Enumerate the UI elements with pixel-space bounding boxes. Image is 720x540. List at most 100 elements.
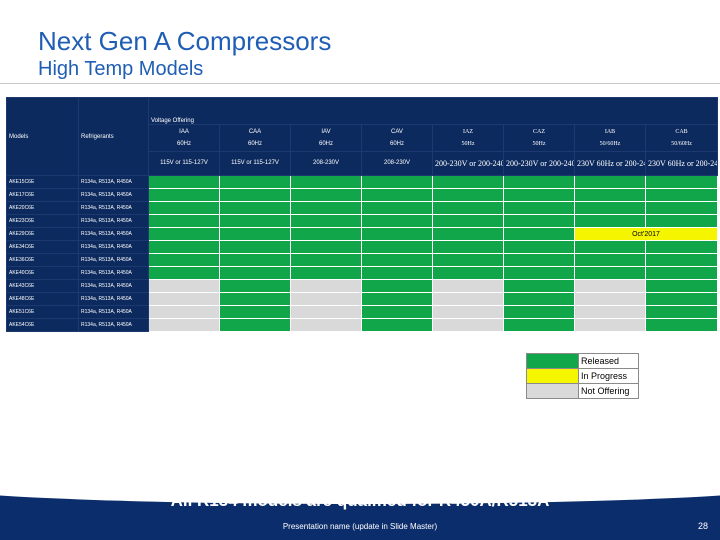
column-header-2: IAV 60Hz: [290, 124, 362, 152]
legend-label: In Progress: [578, 368, 639, 384]
status-cell-released: [644, 201, 719, 215]
column-frequency: 60Hz: [176, 141, 191, 147]
legend-item: Released: [526, 353, 639, 369]
status-cell-released: [290, 227, 362, 241]
legend-label: Not Offering: [578, 383, 639, 399]
status-cell-not-offering: [148, 279, 220, 293]
column-code: IAB: [604, 129, 616, 135]
legend-swatch: [526, 368, 579, 384]
column-frequency: 50Hz: [532, 141, 546, 147]
status-cell-released: [290, 188, 362, 202]
model-cell: AKE43C6E: [6, 279, 79, 293]
status-cell-released: [361, 201, 433, 215]
model-cell: AKE15C6E: [6, 175, 79, 189]
status-cell-not-offering: [290, 292, 362, 306]
column-voltage-7: 230V 60Hz or 200-240V 50Hz: [644, 151, 719, 176]
refrigerants-cell: R134a, R513A, R450A: [78, 266, 149, 280]
refrigerants-cell: R134a, R513A, R450A: [78, 227, 149, 241]
column-code: CAA: [248, 129, 262, 135]
status-cell-released: [290, 201, 362, 215]
status-cell-released: [361, 240, 433, 254]
refrigerants-cell: R134a, R513A, R450A: [78, 188, 149, 202]
status-cell-released: [503, 175, 575, 189]
status-cell-not-offering: [574, 279, 646, 293]
status-cell-not-offering: [148, 292, 220, 306]
refrigerants-cell: R134a, R513A, R450A: [78, 175, 149, 189]
status-cell-released: [432, 214, 504, 228]
status-cell-released: [432, 175, 504, 189]
model-cell: AKE54C6E: [6, 318, 79, 332]
status-cell-released: [574, 266, 646, 280]
status-cell-released: [361, 188, 433, 202]
status-cell-released: [574, 240, 646, 254]
status-cell-released: [503, 305, 575, 319]
footer-presentation-name: Presentation name (update in Slide Maste…: [282, 522, 438, 531]
status-cell-released: [361, 175, 433, 189]
table-row: AKE20C6E R134a, R513A, R450A: [6, 201, 719, 215]
status-cell-released: [574, 201, 646, 215]
column-frequency: 50/60Hz: [599, 141, 621, 147]
page-number: 28: [697, 521, 708, 531]
column-code: CAV: [391, 129, 403, 135]
status-cell-released: [361, 305, 433, 319]
status-cell-released: [503, 279, 575, 293]
status-cell-released: [644, 214, 719, 228]
column-frequency: 60Hz: [389, 141, 404, 147]
status-cell-released: [503, 318, 575, 332]
status-cell-released: [219, 292, 291, 306]
status-cell-released: [219, 214, 291, 228]
status-cell-released: [219, 279, 291, 293]
status-cell-released: [219, 188, 291, 202]
legend-item: In Progress: [526, 368, 639, 384]
status-cell-released: [148, 201, 220, 215]
refrigerants-cell: R134a, R513A, R450A: [78, 201, 149, 215]
model-cell: AKE40C6E: [6, 266, 79, 280]
status-cell-released: [148, 227, 220, 241]
column-header-7: CAB 50/60Hz: [644, 124, 719, 152]
status-cell-released: [219, 240, 291, 254]
column-voltage-6: 230V 60Hz or 200-240V 50Hz: [574, 151, 646, 176]
status-cell-released: [219, 201, 291, 215]
column-frequency: 50Hz: [461, 141, 475, 147]
refrigerants-cell: R134a, R513A, R450A: [78, 279, 149, 293]
status-cell-released: [361, 266, 433, 280]
table-row: AKE34C6E R134a, R513A, R450A: [6, 240, 719, 254]
footer-qualification-note: All R134 models are qualified for R450A/…: [170, 491, 550, 510]
status-cell-released: [503, 227, 575, 241]
table-row: AKE36C6E R134a, R513A, R450A: [6, 253, 719, 267]
legend-swatch: [526, 353, 579, 369]
status-cell-released: [644, 253, 719, 267]
model-cell: AKE17C6E: [6, 188, 79, 202]
model-cell: AKE36C6E: [6, 253, 79, 267]
status-cell-not-offering: [432, 292, 504, 306]
status-cell-released: [574, 253, 646, 267]
status-cell-released: [361, 227, 433, 241]
status-cell-released: [432, 227, 504, 241]
models-header: Models: [6, 97, 79, 176]
column-voltage-3: 208-230V: [361, 151, 433, 176]
status-cell-released: [432, 201, 504, 215]
refrigerants-cell: R134a, R513A, R450A: [78, 292, 149, 306]
status-cell-released: [148, 214, 220, 228]
status-cell-released: [644, 305, 719, 319]
status-cell-released: [219, 318, 291, 332]
column-voltage-4: 200-230V or 200-240V: [432, 151, 504, 176]
in-progress-note: Oct'2017: [573, 227, 719, 241]
model-cell: AKE20C6E: [6, 201, 79, 215]
slide-subtitle: High Temp Models: [38, 58, 204, 80]
legend-label: Released: [578, 353, 639, 369]
column-header-4: IAZ 50Hz: [432, 124, 504, 152]
status-cell-released: [503, 240, 575, 254]
table-row: AKE40C6E R134a, R513A, R450A: [6, 266, 719, 280]
status-cell-released: [644, 318, 719, 332]
status-cell-released: [361, 214, 433, 228]
status-cell-not-offering: [574, 305, 646, 319]
model-cell: AKE48C6E: [6, 292, 79, 306]
column-code: IAA: [179, 129, 189, 135]
status-cell-not-offering: [432, 279, 504, 293]
table-row: AKE51C6E R134a, R513A, R450A: [6, 305, 719, 319]
status-cell-not-offering: [290, 279, 362, 293]
table-row: AKE54C6E R134a, R513A, R450A: [6, 318, 719, 332]
status-cell-released: [290, 253, 362, 267]
status-cell-not-offering: [574, 318, 646, 332]
